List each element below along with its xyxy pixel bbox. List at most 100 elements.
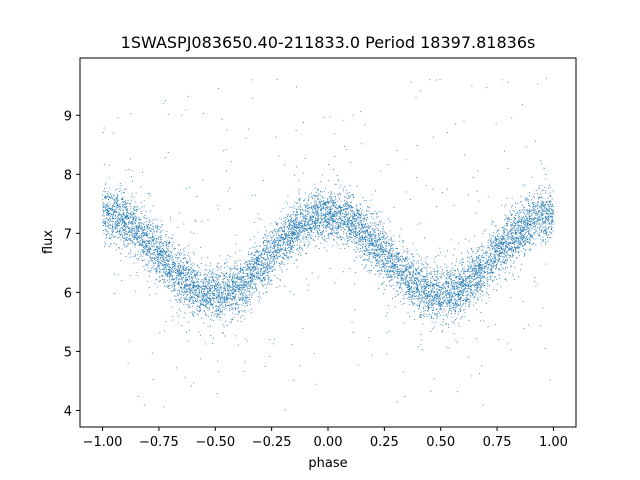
data-point [381, 228, 383, 230]
data-point [521, 250, 523, 252]
data-point [447, 270, 449, 271]
data-point [196, 278, 197, 280]
data-point [335, 229, 337, 231]
data-point [264, 277, 266, 279]
data-point [222, 332, 224, 334]
data-point [519, 236, 521, 237]
data-point [175, 295, 177, 297]
data-point [389, 250, 391, 252]
data-point [533, 201, 535, 203]
data-point [360, 239, 362, 241]
data-point [135, 220, 137, 221]
data-point [114, 201, 116, 203]
data-point [236, 285, 238, 287]
data-point [496, 283, 498, 285]
data-point [502, 258, 504, 260]
data-point [442, 287, 444, 289]
data-point [286, 255, 288, 257]
data-point [227, 261, 229, 263]
data-point [406, 273, 407, 275]
data-point [186, 289, 188, 291]
data-point [327, 213, 329, 215]
data-point [356, 237, 358, 239]
data-point [289, 291, 291, 293]
data-point [144, 248, 146, 250]
data-point [140, 249, 142, 251]
data-point [283, 237, 285, 239]
data-point [193, 271, 195, 273]
data-point [311, 209, 313, 211]
data-point [256, 251, 258, 253]
data-point [231, 292, 233, 294]
data-point [489, 244, 491, 246]
data-point [276, 287, 278, 288]
data-point [530, 215, 532, 217]
data-point [486, 267, 488, 269]
data-point [406, 256, 408, 258]
data-point [523, 241, 525, 242]
data-point [300, 231, 302, 233]
data-point [473, 269, 475, 270]
data-point [227, 286, 229, 288]
data-point [417, 276, 419, 278]
data-point [153, 241, 154, 242]
data-point [514, 233, 516, 234]
data-point [430, 293, 432, 295]
data-point [501, 267, 503, 268]
data-point [343, 223, 345, 225]
data-point [399, 285, 401, 287]
data-point [527, 224, 528, 226]
data-point [125, 231, 127, 233]
data-point [315, 222, 317, 224]
data-point [104, 222, 106, 224]
chart-title: 1SWASPJ083650.40-211833.0 Period 18397.8… [121, 33, 536, 52]
data-point [514, 222, 516, 224]
data-point [534, 231, 536, 233]
data-point [129, 214, 131, 216]
data-point [247, 266, 249, 267]
data-point [240, 309, 242, 311]
data-point [546, 207, 548, 209]
data-point [115, 243, 117, 245]
data-point [266, 271, 268, 273]
data-point [143, 240, 145, 242]
data-point [425, 302, 427, 303]
data-point [250, 265, 252, 267]
data-point [528, 233, 530, 235]
data-point [376, 241, 378, 243]
data-point [297, 237, 299, 239]
data-point [440, 276, 442, 278]
data-point [283, 220, 285, 222]
data-point [179, 278, 180, 280]
data-point [470, 270, 472, 272]
data-point [431, 295, 433, 297]
data-point [394, 276, 396, 277]
data-point [188, 271, 190, 273]
data-point [461, 268, 463, 270]
data-point [376, 246, 378, 248]
data-point [260, 270, 262, 272]
data-point [308, 193, 310, 195]
data-point [155, 248, 157, 250]
data-point [463, 273, 465, 275]
data-point [542, 211, 544, 213]
data-point [305, 218, 307, 220]
data-point [335, 215, 337, 217]
data-point [144, 240, 146, 242]
data-point [250, 296, 252, 298]
data-point [460, 306, 462, 308]
data-point [469, 275, 470, 277]
data-point [190, 297, 192, 299]
data-point [552, 226, 554, 228]
data-point [548, 205, 550, 207]
data-point [175, 277, 177, 279]
data-point [382, 237, 384, 239]
data-point [196, 285, 197, 287]
data-point [394, 270, 396, 272]
data-point [227, 299, 229, 301]
data-point [315, 225, 316, 227]
data-point [294, 236, 296, 238]
data-point [415, 249, 417, 251]
data-point [430, 305, 432, 307]
data-point [308, 241, 310, 243]
